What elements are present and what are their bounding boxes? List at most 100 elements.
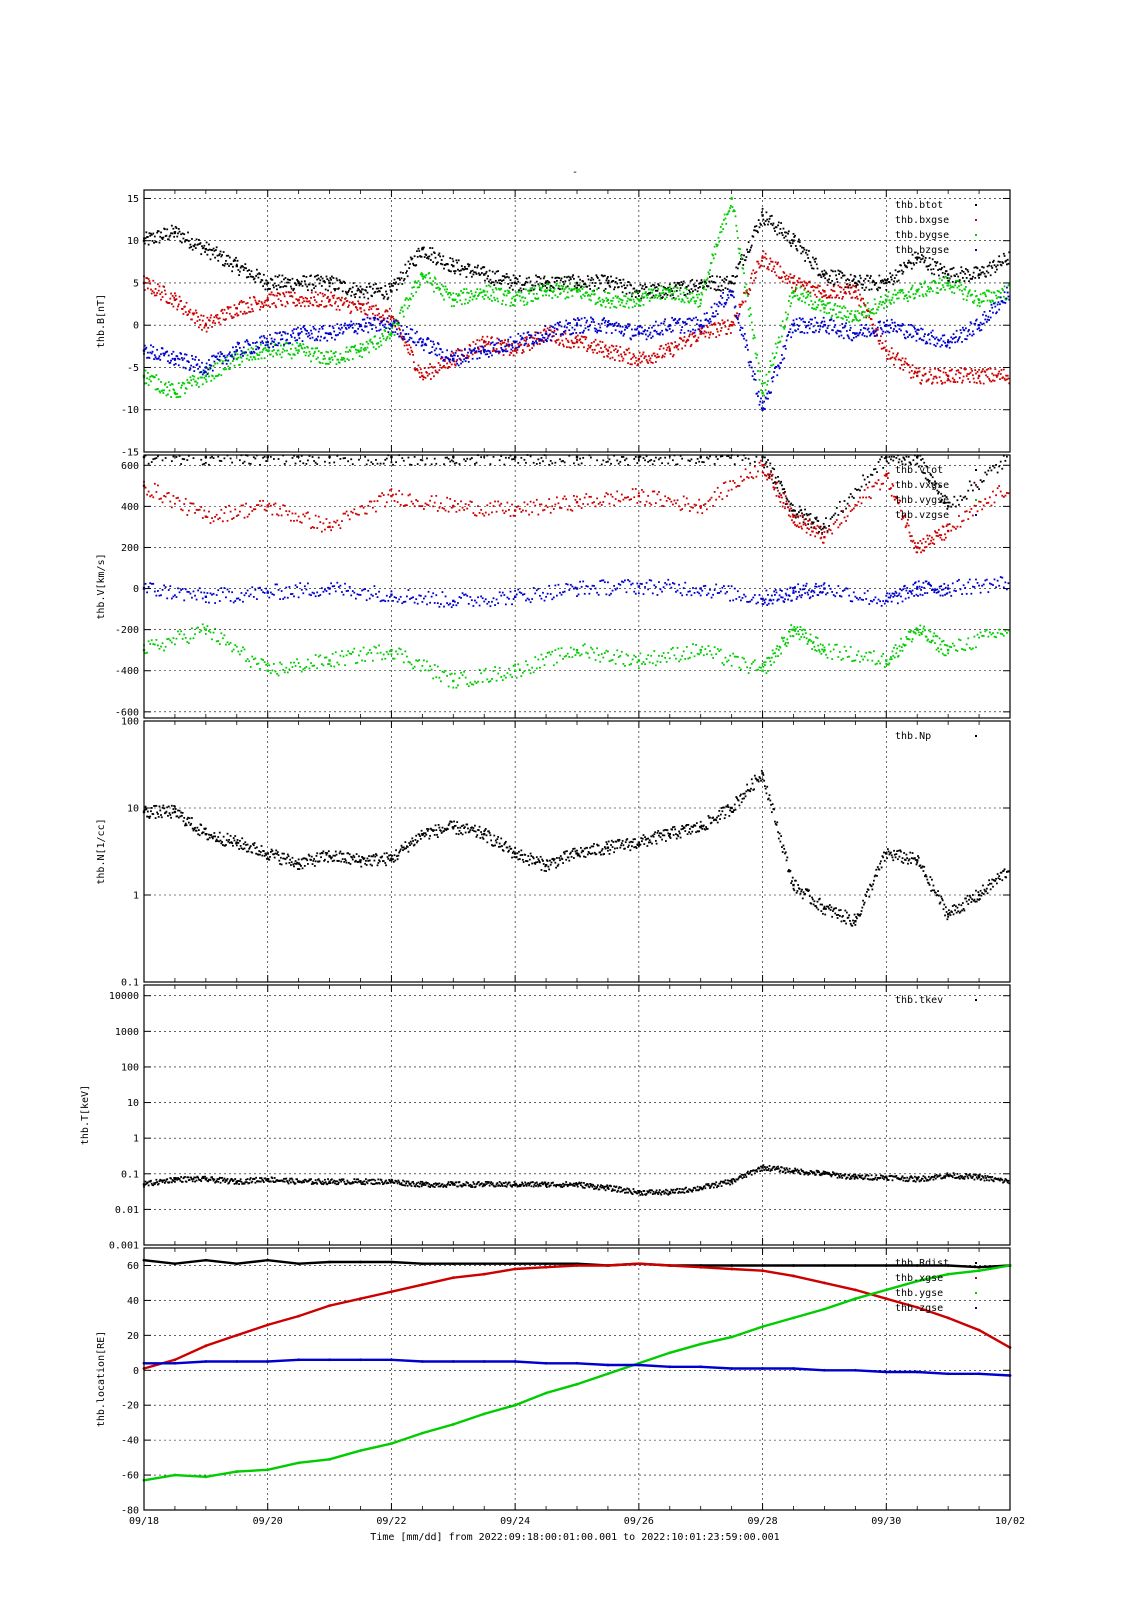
data-point — [920, 254, 923, 256]
data-point — [469, 271, 472, 274]
data-point — [995, 268, 998, 271]
data-point — [433, 457, 436, 460]
data-point — [266, 340, 269, 344]
data-point — [751, 282, 754, 285]
data-point — [307, 459, 309, 462]
data-point — [392, 317, 395, 320]
data-point — [208, 364, 211, 366]
data-point — [354, 330, 357, 333]
data-point — [227, 359, 230, 362]
data-point — [182, 366, 185, 369]
data-point — [818, 298, 821, 301]
data-point — [675, 289, 678, 292]
data-point — [849, 286, 852, 289]
data-point — [607, 292, 609, 294]
data-point — [221, 308, 223, 311]
data-point — [365, 463, 368, 466]
data-point — [460, 265, 463, 267]
data-point — [272, 355, 275, 358]
data-point — [795, 318, 798, 321]
data-point — [995, 311, 998, 314]
data-point — [305, 276, 308, 278]
data-point — [773, 357, 776, 360]
data-point — [505, 294, 508, 297]
data-point — [328, 281, 331, 285]
data-point — [998, 290, 1001, 293]
data-point — [740, 254, 742, 257]
data-point — [263, 301, 266, 304]
data-point — [483, 339, 486, 342]
legend-entry: thb.bxgse — [895, 215, 949, 226]
data-point — [332, 277, 335, 279]
data-point — [403, 344, 406, 347]
data-point — [183, 458, 186, 461]
data-point — [954, 275, 957, 278]
data-point — [209, 456, 212, 459]
data-point — [858, 304, 861, 307]
data-point — [528, 334, 530, 336]
data-point — [857, 334, 860, 337]
data-point — [849, 326, 852, 329]
data-point — [325, 275, 328, 278]
data-point — [431, 346, 434, 349]
data-point — [248, 359, 251, 361]
data-point — [720, 303, 723, 306]
data-point — [750, 277, 752, 279]
data-point — [736, 318, 739, 321]
data-point — [779, 265, 782, 268]
data-point — [794, 245, 797, 247]
data-point — [561, 288, 564, 291]
data-point — [788, 241, 791, 244]
data-point — [865, 316, 868, 319]
data-point — [143, 242, 146, 245]
data-point — [240, 356, 243, 359]
data-point — [373, 291, 376, 294]
data-point — [280, 334, 283, 337]
data-point — [980, 271, 983, 274]
data-point — [968, 280, 970, 283]
data-point — [414, 332, 417, 335]
data-point — [177, 232, 179, 235]
data-point — [862, 316, 865, 319]
data-point — [311, 336, 314, 339]
data-point — [888, 299, 891, 302]
series-thb-bzgse — [142, 286, 1011, 411]
data-point — [757, 260, 759, 263]
data-point — [426, 457, 428, 460]
data-point — [965, 286, 967, 288]
data-point — [380, 344, 383, 347]
data-point — [1004, 301, 1007, 304]
data-point — [575, 455, 579, 459]
data-point — [528, 344, 530, 347]
data-point — [918, 295, 921, 297]
data-point — [713, 245, 716, 248]
data-point — [871, 327, 874, 330]
data-point — [799, 245, 802, 247]
data-point — [317, 293, 319, 296]
data-point — [275, 284, 278, 287]
data-point — [347, 351, 350, 353]
data-point — [830, 288, 833, 291]
data-point — [440, 262, 442, 265]
data-point — [671, 342, 674, 345]
data-point — [981, 300, 984, 303]
data-point — [968, 381, 971, 383]
data-point — [485, 270, 488, 273]
data-point — [940, 337, 943, 340]
data-point — [388, 282, 391, 285]
data-point — [555, 279, 558, 282]
data-point — [919, 261, 922, 263]
data-point — [547, 283, 550, 286]
data-point — [221, 312, 224, 315]
data-point — [688, 335, 691, 338]
data-point — [752, 370, 755, 373]
data-point — [883, 321, 885, 324]
data-point — [829, 281, 832, 284]
data-point — [789, 242, 792, 245]
data-point — [491, 350, 494, 353]
data-point — [342, 303, 345, 305]
data-point — [513, 281, 517, 285]
data-point — [568, 279, 571, 282]
data-point — [641, 292, 644, 295]
data-point — [163, 354, 166, 357]
